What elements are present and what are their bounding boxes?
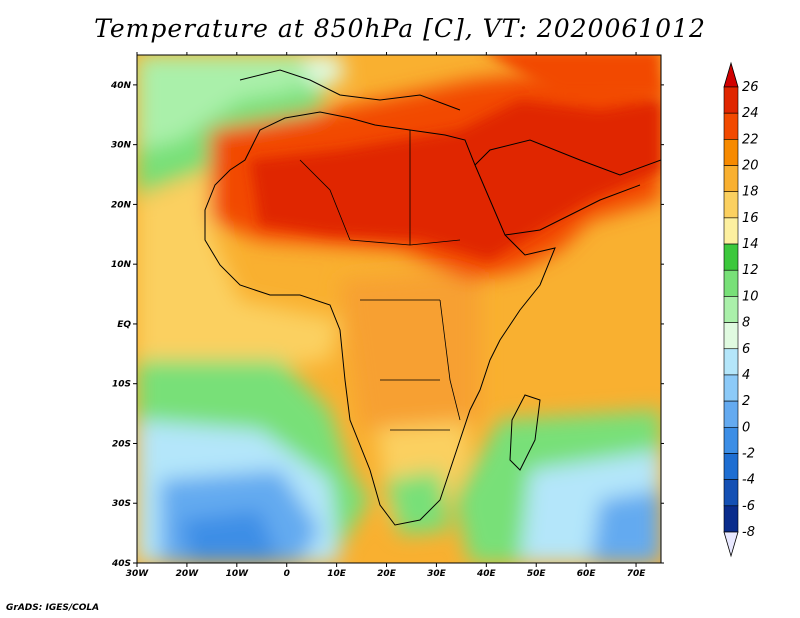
field-north-cool: [137, 55, 300, 150]
lon-tick-label: 70E: [627, 569, 647, 579]
colorbar-swatch: [723, 86, 739, 114]
field-south-africa-cool: [385, 470, 450, 535]
colorbar-swatch: [723, 322, 739, 350]
colorbar-swatch: [723, 191, 739, 219]
colorbar-swatch: [723, 505, 739, 533]
colorbar-swatch: [723, 112, 739, 140]
field-south-indian-cold: [590, 490, 661, 563]
lon-tick-label: 10E: [327, 569, 347, 579]
colorbar-swatch: [723, 479, 739, 507]
lat-tick-label: 40S: [111, 559, 131, 569]
colorbar-label: -2: [742, 446, 755, 461]
colorbar-label: 6: [742, 342, 750, 357]
lat-axis: 40S 30S 20S 10S EQ 10N 20N 30N 40N: [110, 81, 664, 569]
lat-tick-label: EQ: [117, 320, 131, 330]
africa-outline: [204, 111, 556, 526]
colorbar-label: 24: [742, 106, 759, 121]
colorbar-label: 0: [742, 420, 750, 435]
colorbar-swatch: [723, 165, 739, 193]
colorbar-label: 16: [742, 211, 759, 226]
madagascar-outline: [509, 394, 541, 471]
colorbar-swatch: [723, 374, 739, 402]
map-frame: [136, 54, 662, 564]
lon-tick-label: 0: [284, 569, 290, 579]
colorbar-label: 2: [742, 394, 750, 409]
colorbar-label: -4: [742, 473, 755, 488]
colorbar-swatch: [723, 217, 739, 245]
lon-axis: 30W 20W 10W 0 10E 20E 30E 40E 50E 60E 70E: [126, 52, 646, 579]
lat-tick-label: 30N: [111, 141, 132, 151]
coastlines: [204, 69, 661, 526]
field-south-atlantic-coldest: [180, 510, 280, 563]
colorbar-label: -6: [742, 499, 755, 514]
field-atlantic-warm: [137, 170, 340, 370]
lon-tick-label: 60E: [577, 569, 597, 579]
colorbar-swatch: [723, 400, 739, 428]
colorbar-label: -8: [742, 525, 755, 540]
lon-tick-label: 30E: [427, 569, 447, 579]
colorbar-label: 22: [742, 132, 759, 147]
lat-tick-label: 10N: [111, 260, 132, 270]
lon-tick-label: 30W: [126, 569, 150, 579]
colorbar-swatch: [723, 139, 739, 166]
colorbar-label: 26: [742, 80, 759, 95]
lat-tick-label: 40N: [110, 81, 132, 91]
grads-credit: GrADS: IGES/COLA: [6, 603, 100, 613]
temperature-field: [137, 55, 661, 563]
colorbar-swatch: [723, 426, 739, 454]
lon-tick-label: 20W: [176, 569, 200, 579]
colorbar-label: 10: [742, 289, 759, 304]
colorbar-swatch: [723, 296, 739, 323]
mediterranean-coast: [239, 69, 461, 111]
colorbar-swatch: [723, 269, 739, 297]
lon-tick-label: 20E: [377, 569, 397, 579]
colorbar-label: 8: [742, 316, 750, 331]
lat-tick-label: 20N: [111, 200, 132, 210]
arabian-sea-coast: [504, 184, 641, 236]
field-central-africa: [340, 270, 480, 430]
lon-tick-label: 50E: [527, 569, 547, 579]
colorbar-label: 4: [742, 368, 750, 383]
lat-tick-label: 20S: [112, 439, 131, 449]
colorbar-label: 20: [742, 159, 759, 174]
lat-tick-label: 10S: [112, 380, 131, 390]
colorbar-swatch: [723, 453, 739, 480]
colorbar-label: 18: [742, 185, 759, 200]
arabia-coast: [474, 139, 661, 176]
colorbar-label: 14: [742, 237, 759, 252]
colorbar-swatch: [723, 348, 739, 376]
lon-tick-label: 40E: [476, 569, 497, 579]
country-borders: [299, 130, 461, 431]
colorbar-over-triangle: [723, 61, 739, 88]
colorbar-label: 12: [742, 263, 759, 278]
lat-tick-label: 30S: [112, 499, 131, 509]
lon-tick-label: 10W: [226, 569, 250, 579]
colorbar-swatch: [723, 243, 739, 271]
field-iran-warm: [488, 55, 661, 95]
field-hottest-core: [250, 100, 661, 260]
chart-title: Temperature at 850hPa [C], VT: 202006101…: [94, 14, 706, 43]
colorbar-under-triangle: [723, 531, 739, 558]
field-alps-cool: [300, 55, 345, 90]
